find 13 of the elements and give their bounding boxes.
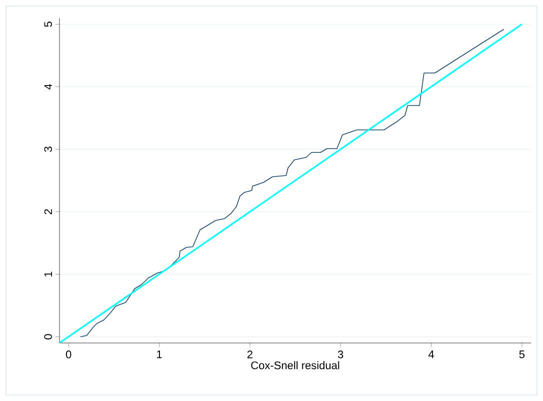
x-tick-label: 4	[428, 350, 434, 358]
y-tick-label: 1	[44, 272, 52, 276]
x-tick-label: 0	[66, 350, 72, 358]
x-tick-label: 2	[247, 350, 252, 358]
x-axis-title: Cox-Snell residual	[251, 361, 340, 370]
x-tick-label: 1	[157, 350, 162, 358]
y-tick-label: 2	[44, 209, 52, 214]
y-tick-label: 5	[44, 22, 52, 27]
y-tick-label: 4	[44, 84, 52, 90]
x-tick-label: 5	[519, 350, 525, 358]
y-tick-label: 3	[44, 146, 52, 152]
x-tick-label: 3	[338, 350, 344, 358]
y-tick-label: 0	[44, 334, 52, 340]
